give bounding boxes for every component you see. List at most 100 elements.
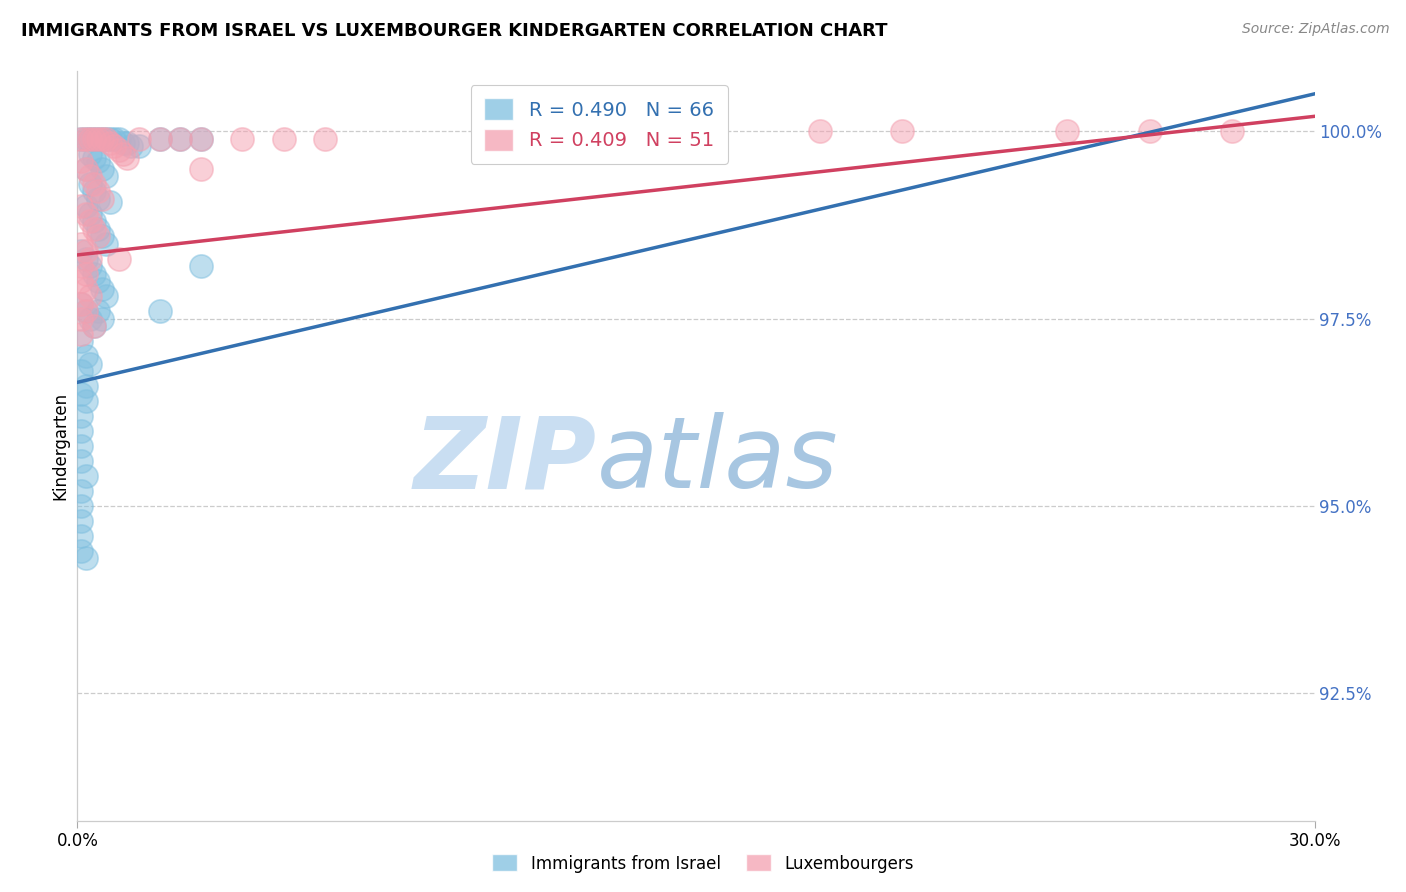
Point — [98, 195, 121, 210]
Point — [75, 394, 97, 409]
Point — [83, 214, 105, 228]
Point — [75, 161, 97, 176]
Point — [91, 229, 114, 244]
Point — [70, 454, 93, 468]
Point — [190, 161, 212, 176]
Point — [70, 439, 93, 453]
Point — [91, 132, 114, 146]
Point — [75, 207, 97, 221]
Point — [75, 244, 97, 259]
Point — [120, 139, 142, 153]
Point — [107, 252, 129, 266]
Point — [83, 132, 105, 146]
Point — [169, 132, 191, 146]
Point — [87, 304, 110, 318]
Point — [111, 136, 134, 150]
Point — [87, 184, 110, 198]
Point — [75, 282, 97, 296]
Point — [96, 169, 118, 184]
Point — [98, 136, 121, 150]
Point — [91, 192, 114, 206]
Point — [83, 319, 105, 334]
Point — [70, 132, 93, 146]
Y-axis label: Kindergarten: Kindergarten — [51, 392, 69, 500]
Point — [128, 139, 150, 153]
Point — [70, 386, 93, 401]
Point — [149, 304, 172, 318]
Point — [96, 132, 118, 146]
Point — [83, 267, 105, 281]
Point — [91, 311, 114, 326]
Point — [70, 334, 93, 348]
Legend: R = 0.490   N = 66, R = 0.409   N = 51: R = 0.490 N = 66, R = 0.409 N = 51 — [471, 85, 728, 164]
Point — [83, 177, 105, 191]
Point — [169, 132, 191, 146]
Point — [87, 132, 110, 146]
Point — [70, 514, 93, 528]
Point — [149, 132, 172, 146]
Point — [75, 132, 97, 146]
Point — [808, 124, 831, 138]
Point — [70, 296, 93, 310]
Point — [70, 296, 93, 310]
Point — [70, 244, 93, 259]
Text: IMMIGRANTS FROM ISRAEL VS LUXEMBOURGER KINDERGARTEN CORRELATION CHART: IMMIGRANTS FROM ISRAEL VS LUXEMBOURGER K… — [21, 22, 887, 40]
Point — [70, 326, 93, 341]
Point — [79, 132, 101, 146]
Point — [70, 132, 93, 146]
Point — [70, 409, 93, 423]
Point — [103, 139, 125, 153]
Point — [79, 259, 101, 273]
Point — [91, 132, 114, 146]
Point — [1139, 124, 1161, 138]
Point — [70, 364, 93, 378]
Point — [190, 132, 212, 146]
Point — [91, 161, 114, 176]
Point — [87, 192, 110, 206]
Point — [79, 311, 101, 326]
Point — [79, 357, 101, 371]
Point — [70, 544, 93, 558]
Point — [79, 177, 101, 191]
Point — [70, 236, 93, 251]
Point — [891, 124, 914, 138]
Point — [128, 132, 150, 146]
Point — [314, 132, 336, 146]
Point — [75, 551, 97, 566]
Point — [79, 289, 101, 303]
Point — [231, 132, 253, 146]
Point — [87, 274, 110, 288]
Point — [87, 221, 110, 235]
Point — [70, 483, 93, 498]
Point — [96, 132, 118, 146]
Point — [83, 319, 105, 334]
Point — [190, 132, 212, 146]
Point — [70, 259, 93, 273]
Point — [70, 154, 93, 169]
Point — [115, 136, 138, 150]
Point — [87, 154, 110, 169]
Point — [79, 252, 101, 266]
Point — [79, 214, 101, 228]
Point — [83, 132, 105, 146]
Point — [79, 132, 101, 146]
Point — [75, 161, 97, 176]
Point — [149, 132, 172, 146]
Point — [107, 143, 129, 157]
Text: atlas: atlas — [598, 412, 838, 509]
Point — [190, 259, 212, 273]
Point — [87, 132, 110, 146]
Point — [685, 124, 707, 138]
Point — [87, 229, 110, 244]
Point — [83, 221, 105, 235]
Point — [115, 151, 138, 165]
Point — [75, 379, 97, 393]
Point — [70, 311, 93, 326]
Text: ZIP: ZIP — [413, 412, 598, 509]
Point — [75, 199, 97, 213]
Point — [79, 146, 101, 161]
Point — [96, 289, 118, 303]
Legend: Immigrants from Israel, Luxembourgers: Immigrants from Israel, Luxembourgers — [485, 847, 921, 880]
Point — [70, 199, 93, 213]
Point — [70, 499, 93, 513]
